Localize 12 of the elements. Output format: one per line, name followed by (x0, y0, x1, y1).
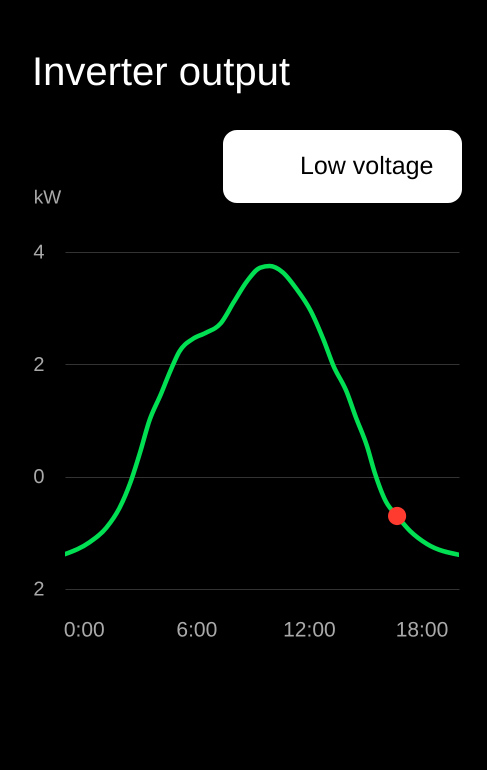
y-axis-title: kW (34, 188, 62, 208)
x-tick-label: 12:00 (283, 618, 336, 642)
x-tick-label: 18:00 (396, 618, 448, 642)
x-tick-label: 0:00 (64, 618, 105, 642)
text: Low voltage (300, 152, 434, 180)
y-tick-label: 2 (33, 354, 44, 376)
chart-title: Inverter output (32, 50, 290, 94)
line-series (65, 264, 459, 557)
y-tick-label: 4 (33, 242, 44, 264)
y-tick-label: 0 (33, 466, 44, 488)
x-tick-label: 6:00 (176, 618, 218, 642)
y-tick-label: 2 (33, 578, 44, 600)
